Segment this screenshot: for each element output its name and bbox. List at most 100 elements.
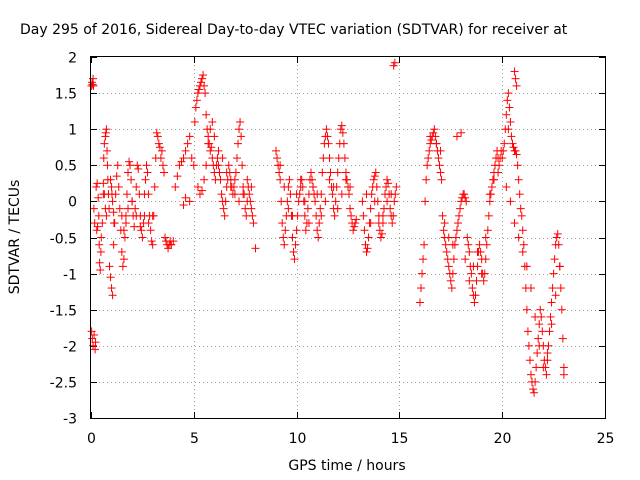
- x-tick-label: 0: [87, 431, 96, 447]
- data-point: [206, 146, 215, 155]
- data-point: [185, 132, 194, 141]
- data-point: [500, 139, 509, 148]
- data-point: [549, 269, 558, 278]
- data-point: [424, 154, 433, 163]
- data-point: [311, 197, 320, 206]
- data-point: [322, 125, 331, 134]
- data-point: [514, 233, 523, 242]
- data-point: [506, 197, 515, 206]
- data-point: [97, 233, 106, 242]
- data-point: [452, 132, 461, 141]
- data-point: [156, 154, 165, 163]
- data-point: [511, 146, 520, 155]
- data-point: [200, 175, 209, 184]
- data-point: [495, 161, 504, 170]
- data-point: [386, 204, 395, 213]
- data-point: [236, 117, 245, 126]
- data-point: [512, 150, 521, 159]
- data-point: [237, 132, 246, 141]
- data-point: [144, 190, 153, 199]
- data-point: [341, 168, 350, 177]
- data-point: [276, 175, 285, 184]
- data-point: [152, 128, 161, 137]
- data-point: [198, 186, 207, 195]
- data-point: [148, 211, 157, 220]
- data-point: [471, 291, 480, 300]
- data-point: [360, 226, 369, 235]
- data-point: [300, 197, 309, 206]
- data-point: [179, 154, 188, 163]
- data-point: [387, 190, 396, 199]
- data-point: [95, 240, 104, 249]
- data-point: [519, 240, 528, 249]
- data-point: [422, 175, 431, 184]
- data-point: [201, 89, 210, 98]
- data-point: [117, 211, 126, 220]
- data-point: [503, 96, 512, 105]
- data-point: [522, 262, 531, 271]
- data-point: [448, 240, 457, 249]
- data-point: [551, 291, 560, 300]
- data-point: [280, 240, 289, 249]
- data-point: [110, 219, 119, 228]
- data-point: [194, 85, 203, 94]
- data-point: [114, 182, 123, 191]
- data-point: [289, 247, 298, 256]
- y-tick-label: -1: [63, 268, 77, 284]
- data-point: [202, 161, 211, 170]
- data-point: [144, 219, 153, 228]
- data-point: [557, 305, 566, 314]
- data-point: [154, 139, 163, 148]
- data-point: [477, 269, 486, 278]
- data-point: [96, 247, 105, 256]
- data-point: [142, 161, 151, 170]
- data-point: [321, 197, 330, 206]
- data-point: [340, 154, 349, 163]
- data-point: [452, 226, 461, 235]
- data-point: [150, 182, 159, 191]
- data-point: [361, 240, 370, 249]
- data-point: [89, 204, 98, 213]
- data-point: [304, 219, 313, 228]
- data-point: [281, 226, 290, 235]
- data-point: [498, 154, 507, 163]
- data-point: [280, 182, 289, 191]
- data-point: [426, 132, 435, 141]
- data-point: [515, 190, 524, 199]
- data-point: [99, 154, 108, 163]
- data-point: [98, 219, 107, 228]
- data-point: [239, 190, 248, 199]
- data-point: [102, 211, 111, 220]
- data-point: [461, 255, 470, 264]
- data-point: [171, 182, 180, 191]
- data-point: [351, 219, 360, 228]
- data-point: [222, 168, 231, 177]
- data-point: [101, 204, 110, 213]
- data-point: [418, 269, 427, 278]
- data-point: [134, 164, 143, 173]
- data-point: [107, 284, 116, 293]
- data-point: [338, 128, 347, 137]
- data-point: [435, 161, 444, 170]
- data-point: [444, 233, 453, 242]
- data-point: [543, 349, 552, 358]
- data-point: [115, 204, 124, 213]
- data-point: [324, 139, 333, 148]
- data-point: [226, 182, 235, 191]
- data-point: [494, 168, 503, 177]
- data-point: [124, 168, 133, 177]
- data-point: [444, 262, 453, 271]
- data-point: [382, 182, 391, 191]
- data-point: [467, 269, 476, 278]
- data-point: [93, 222, 102, 231]
- data-point: [550, 255, 559, 264]
- plot-frame: [90, 56, 606, 419]
- data-point: [526, 370, 535, 379]
- data-point: [217, 190, 226, 199]
- data-point: [423, 161, 432, 170]
- data-point: [210, 132, 219, 141]
- data-point: [543, 356, 552, 365]
- data-point: [366, 204, 375, 213]
- data-point: [388, 219, 397, 228]
